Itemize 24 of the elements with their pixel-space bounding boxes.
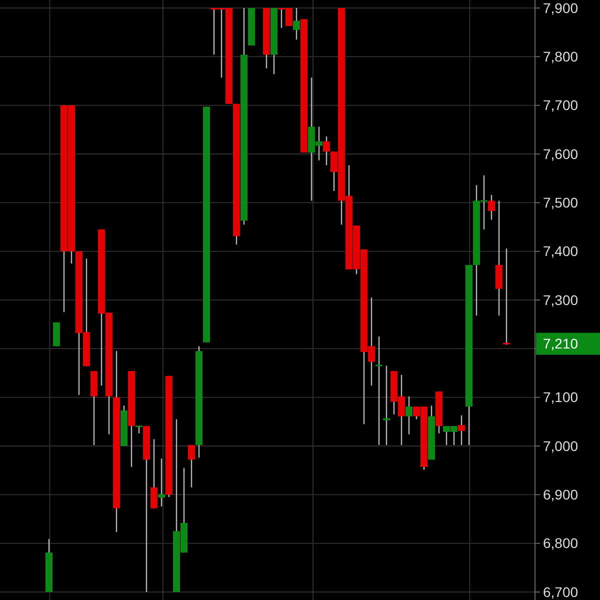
y-tick-label: 7,300 [543,292,578,308]
candlestick [503,248,510,346]
y-tick-label: 7,900 [543,0,578,16]
y-tick-label: 7,800 [543,48,578,65]
candlestick [496,200,502,316]
y-tick-label: 6,800 [543,535,578,552]
candlestick [488,194,495,220]
candlestick [158,458,165,507]
y-tick-label: 7,000 [543,438,578,454]
candlestick [458,414,465,446]
text: 7,210 [543,336,578,352]
y-tick-label: 7,100 [543,389,578,406]
candlestick [406,396,412,435]
y-tick-label: 7,400 [543,243,578,260]
y-tick-label: 7,500 [543,194,578,211]
y-tick-label: 7,600 [543,146,578,162]
candlestick [323,136,330,166]
candlestick [293,7,300,40]
candlestick [150,438,158,509]
candlestick [376,336,382,446]
y-tick-label: 7,700 [543,97,578,114]
candlestick [188,444,195,488]
y-tick-label: 6,900 [543,486,578,503]
y-tick-label: 6,700 [543,584,578,600]
